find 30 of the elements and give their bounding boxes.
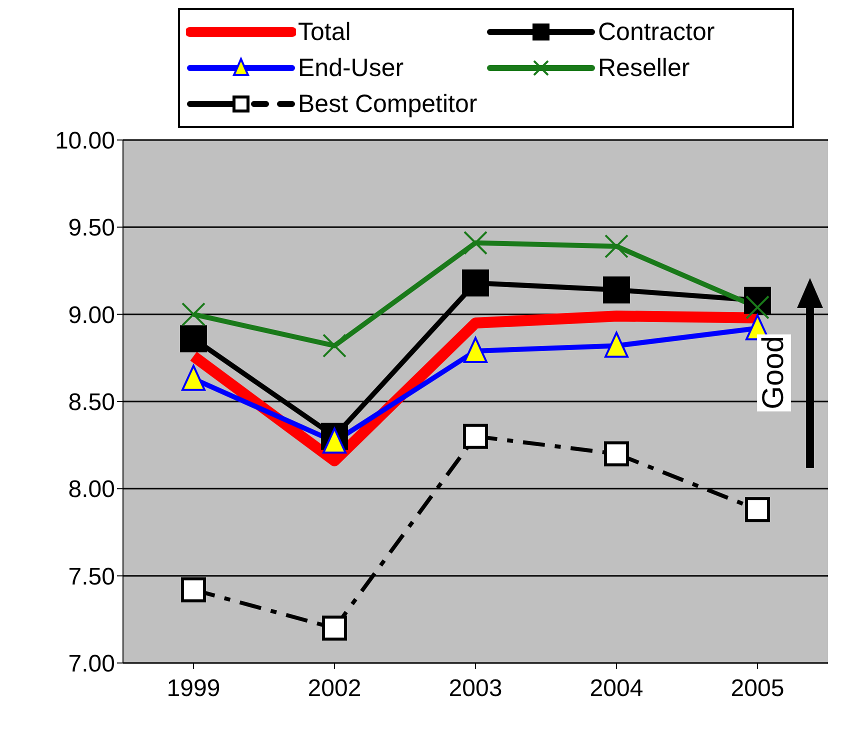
legend-label: Contractor [598,18,715,46]
legend-label: Reseller [598,54,690,82]
y-tick-label: 10.00 [54,128,115,155]
point [604,441,629,466]
x-tick-label: 2004 [590,675,644,702]
point [604,332,628,358]
legend-label: End-User [298,54,404,82]
point [463,424,488,449]
legend-label: Best Competitor [298,90,478,118]
y-tick-label: 7.50 [68,563,115,590]
point [464,336,488,363]
point [182,364,206,391]
x-tick-label: 2005 [730,675,784,702]
y-tick-label: 9.00 [68,302,115,329]
point [181,577,206,602]
point [180,325,207,352]
x-tick-label: 2002 [308,675,362,702]
y-tick-label: 8.00 [68,476,115,504]
x-tick-label: 1999 [166,675,220,702]
point [745,497,770,522]
legend-label: Total [298,18,351,46]
y-tick-label: 7.00 [68,650,115,678]
annotation: Good [757,334,791,412]
x-tick-label: 2003 [448,675,502,702]
point [322,428,346,454]
point [322,616,347,641]
y-tick-label: 8.50 [68,389,115,416]
point [462,269,489,296]
y-tick-label: 9.50 [68,214,115,242]
point [603,276,630,304]
